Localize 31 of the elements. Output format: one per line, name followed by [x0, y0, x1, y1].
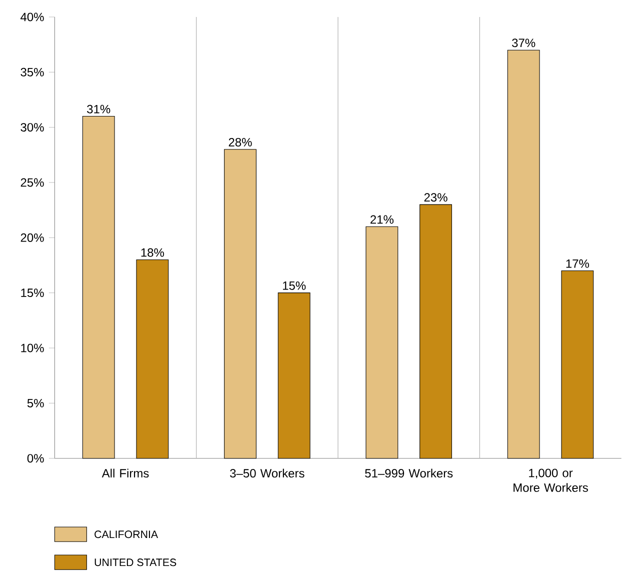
y-tick-label: 5%: [27, 398, 44, 408]
y-tick-label: 30%: [20, 123, 44, 132]
y-tick-label: 20%: [20, 233, 44, 242]
y-tick-label: 25%: [20, 178, 44, 187]
x-tick-label: 51–999 Workers: [365, 468, 453, 478]
bar: [278, 292, 310, 459]
bar: [136, 259, 169, 459]
y-tick-label: 10%: [21, 344, 44, 352]
data-label: 28%: [228, 138, 252, 146]
data-label: 21%: [370, 215, 394, 224]
x-tick-label: All Firms: [102, 468, 149, 478]
y-tick-label: 15%: [21, 288, 44, 298]
legend-label: UNITED STATES: [94, 558, 176, 566]
bar: [561, 270, 594, 459]
bar: [224, 149, 256, 459]
bar: [420, 204, 452, 459]
data-label: 18%: [141, 248, 164, 257]
bar: [366, 226, 398, 459]
data-label: 17%: [566, 259, 590, 268]
y-tick-label: 0%: [27, 454, 44, 463]
legend-label: CALIFORNIA: [94, 530, 158, 538]
bar: [507, 50, 540, 459]
data-label: 15%: [283, 281, 306, 290]
data-label: 37%: [512, 38, 536, 48]
y-tick-label: 40%: [20, 12, 44, 22]
x-tick-label: 1,000 or More Workers: [514, 468, 588, 492]
x-tick-label: 3–50 Workers: [230, 468, 304, 478]
bar: [82, 116, 115, 459]
data-label: 23%: [424, 193, 448, 202]
y-tick-label: 35%: [20, 68, 44, 76]
data-label: 31%: [87, 104, 110, 114]
